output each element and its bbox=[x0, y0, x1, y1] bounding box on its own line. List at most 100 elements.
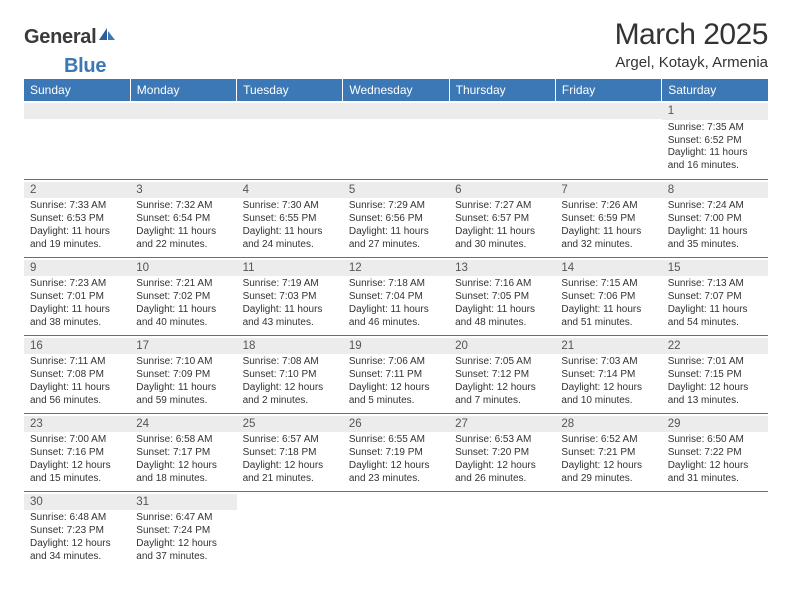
calendar-day-cell bbox=[343, 101, 449, 179]
calendar-day-cell bbox=[449, 101, 555, 179]
calendar-day-cell: 23Sunrise: 7:00 AMSunset: 7:16 PMDayligh… bbox=[24, 413, 130, 491]
day-number: 27 bbox=[449, 416, 555, 433]
day-details: Sunrise: 7:18 AMSunset: 7:04 PMDaylight:… bbox=[349, 278, 443, 329]
day-details: Sunrise: 7:32 AMSunset: 6:54 PMDaylight:… bbox=[136, 200, 230, 251]
calendar-day-cell: 3Sunrise: 7:32 AMSunset: 6:54 PMDaylight… bbox=[130, 179, 236, 257]
calendar-day-cell: 4Sunrise: 7:30 AMSunset: 6:55 PMDaylight… bbox=[237, 179, 343, 257]
day-details: Sunrise: 6:58 AMSunset: 7:17 PMDaylight:… bbox=[136, 434, 230, 485]
day-details: Sunrise: 6:57 AMSunset: 7:18 PMDaylight:… bbox=[243, 434, 337, 485]
day-number: 7 bbox=[555, 182, 661, 199]
day-number: 9 bbox=[24, 260, 130, 277]
calendar-day-cell: 25Sunrise: 6:57 AMSunset: 7:18 PMDayligh… bbox=[237, 413, 343, 491]
day-details: Sunrise: 7:21 AMSunset: 7:02 PMDaylight:… bbox=[136, 278, 230, 329]
calendar-week-row: 2Sunrise: 7:33 AMSunset: 6:53 PMDaylight… bbox=[24, 179, 768, 257]
calendar-day-cell: 8Sunrise: 7:24 AMSunset: 7:00 PMDaylight… bbox=[662, 179, 768, 257]
logo-sail-icon bbox=[97, 26, 117, 47]
day-of-week-header: Monday bbox=[130, 79, 236, 101]
day-details: Sunrise: 7:30 AMSunset: 6:55 PMDaylight:… bbox=[243, 200, 337, 251]
calendar-table: SundayMondayTuesdayWednesdayThursdayFrid… bbox=[24, 79, 768, 569]
day-number: 19 bbox=[343, 338, 449, 355]
day-details: Sunrise: 6:47 AMSunset: 7:24 PMDaylight:… bbox=[136, 512, 230, 563]
day-details: Sunrise: 7:08 AMSunset: 7:10 PMDaylight:… bbox=[243, 356, 337, 407]
day-number: 5 bbox=[343, 182, 449, 199]
empty-day-header bbox=[24, 103, 130, 119]
month-title: March 2025 bbox=[615, 18, 768, 52]
calendar-day-cell: 21Sunrise: 7:03 AMSunset: 7:14 PMDayligh… bbox=[555, 335, 661, 413]
day-details: Sunrise: 7:16 AMSunset: 7:05 PMDaylight:… bbox=[455, 278, 549, 329]
day-number: 2 bbox=[24, 182, 130, 199]
day-number: 1 bbox=[662, 103, 768, 120]
day-details: Sunrise: 6:48 AMSunset: 7:23 PMDaylight:… bbox=[30, 512, 124, 563]
calendar-day-cell: 26Sunrise: 6:55 AMSunset: 7:19 PMDayligh… bbox=[343, 413, 449, 491]
day-details: Sunrise: 7:24 AMSunset: 7:00 PMDaylight:… bbox=[668, 200, 762, 251]
calendar-day-cell: 7Sunrise: 7:26 AMSunset: 6:59 PMDaylight… bbox=[555, 179, 661, 257]
calendar-day-cell: 14Sunrise: 7:15 AMSunset: 7:06 PMDayligh… bbox=[555, 257, 661, 335]
empty-day-header bbox=[343, 103, 449, 119]
calendar-day-cell: 28Sunrise: 6:52 AMSunset: 7:21 PMDayligh… bbox=[555, 413, 661, 491]
header: General March 2025 Argel, Kotayk, Armeni… bbox=[24, 18, 768, 71]
calendar-day-cell bbox=[237, 101, 343, 179]
day-details: Sunrise: 7:03 AMSunset: 7:14 PMDaylight:… bbox=[561, 356, 655, 407]
calendar-day-cell: 13Sunrise: 7:16 AMSunset: 7:05 PMDayligh… bbox=[449, 257, 555, 335]
day-number: 26 bbox=[343, 416, 449, 433]
empty-day-header bbox=[237, 103, 343, 119]
calendar-day-cell bbox=[237, 491, 343, 569]
day-details: Sunrise: 7:05 AMSunset: 7:12 PMDaylight:… bbox=[455, 356, 549, 407]
day-details: Sunrise: 7:29 AMSunset: 6:56 PMDaylight:… bbox=[349, 200, 443, 251]
day-details: Sunrise: 7:00 AMSunset: 7:16 PMDaylight:… bbox=[30, 434, 124, 485]
calendar-day-cell: 11Sunrise: 7:19 AMSunset: 7:03 PMDayligh… bbox=[237, 257, 343, 335]
calendar-day-cell: 16Sunrise: 7:11 AMSunset: 7:08 PMDayligh… bbox=[24, 335, 130, 413]
day-details: Sunrise: 7:10 AMSunset: 7:09 PMDaylight:… bbox=[136, 356, 230, 407]
day-number: 13 bbox=[449, 260, 555, 277]
logo: General bbox=[24, 26, 117, 49]
day-number: 21 bbox=[555, 338, 661, 355]
day-number: 6 bbox=[449, 182, 555, 199]
day-number: 8 bbox=[662, 182, 768, 199]
calendar-day-cell: 2Sunrise: 7:33 AMSunset: 6:53 PMDaylight… bbox=[24, 179, 130, 257]
day-details: Sunrise: 6:50 AMSunset: 7:22 PMDaylight:… bbox=[668, 434, 762, 485]
calendar-day-cell: 9Sunrise: 7:23 AMSunset: 7:01 PMDaylight… bbox=[24, 257, 130, 335]
calendar-day-cell: 22Sunrise: 7:01 AMSunset: 7:15 PMDayligh… bbox=[662, 335, 768, 413]
calendar-day-cell: 15Sunrise: 7:13 AMSunset: 7:07 PMDayligh… bbox=[662, 257, 768, 335]
day-number: 23 bbox=[24, 416, 130, 433]
day-details: Sunrise: 7:27 AMSunset: 6:57 PMDaylight:… bbox=[455, 200, 549, 251]
day-number: 28 bbox=[555, 416, 661, 433]
day-of-week-header: Saturday bbox=[662, 79, 768, 101]
calendar-day-cell: 18Sunrise: 7:08 AMSunset: 7:10 PMDayligh… bbox=[237, 335, 343, 413]
day-of-week-header: Tuesday bbox=[237, 79, 343, 101]
calendar-day-cell bbox=[130, 101, 236, 179]
day-number: 17 bbox=[130, 338, 236, 355]
day-details: Sunrise: 7:19 AMSunset: 7:03 PMDaylight:… bbox=[243, 278, 337, 329]
day-number: 3 bbox=[130, 182, 236, 199]
day-number: 10 bbox=[130, 260, 236, 277]
day-number: 11 bbox=[237, 260, 343, 277]
calendar-day-cell: 6Sunrise: 7:27 AMSunset: 6:57 PMDaylight… bbox=[449, 179, 555, 257]
day-number: 31 bbox=[130, 494, 236, 511]
calendar-day-cell: 30Sunrise: 6:48 AMSunset: 7:23 PMDayligh… bbox=[24, 491, 130, 569]
day-number: 24 bbox=[130, 416, 236, 433]
calendar-day-cell: 20Sunrise: 7:05 AMSunset: 7:12 PMDayligh… bbox=[449, 335, 555, 413]
day-details: Sunrise: 7:15 AMSunset: 7:06 PMDaylight:… bbox=[561, 278, 655, 329]
day-number: 4 bbox=[237, 182, 343, 199]
calendar-day-cell: 31Sunrise: 6:47 AMSunset: 7:24 PMDayligh… bbox=[130, 491, 236, 569]
calendar-week-row: 9Sunrise: 7:23 AMSunset: 7:01 PMDaylight… bbox=[24, 257, 768, 335]
calendar-day-cell bbox=[555, 491, 661, 569]
calendar-day-cell bbox=[449, 491, 555, 569]
day-details: Sunrise: 7:26 AMSunset: 6:59 PMDaylight:… bbox=[561, 200, 655, 251]
empty-day-header bbox=[555, 103, 661, 119]
day-number: 14 bbox=[555, 260, 661, 277]
day-of-week-header: Sunday bbox=[24, 79, 130, 101]
day-number: 12 bbox=[343, 260, 449, 277]
day-details: Sunrise: 6:52 AMSunset: 7:21 PMDaylight:… bbox=[561, 434, 655, 485]
day-details: Sunrise: 7:33 AMSunset: 6:53 PMDaylight:… bbox=[30, 200, 124, 251]
calendar-day-cell bbox=[555, 101, 661, 179]
calendar-week-row: 30Sunrise: 6:48 AMSunset: 7:23 PMDayligh… bbox=[24, 491, 768, 569]
day-of-week-header: Thursday bbox=[449, 79, 555, 101]
calendar-day-cell: 24Sunrise: 6:58 AMSunset: 7:17 PMDayligh… bbox=[130, 413, 236, 491]
calendar-day-cell: 1Sunrise: 7:35 AMSunset: 6:52 PMDaylight… bbox=[662, 101, 768, 179]
empty-day-header bbox=[449, 103, 555, 119]
location: Argel, Kotayk, Armenia bbox=[615, 54, 768, 71]
logo-text-1: General bbox=[24, 26, 96, 49]
logo-text-2: Blue bbox=[64, 55, 106, 78]
day-number: 18 bbox=[237, 338, 343, 355]
